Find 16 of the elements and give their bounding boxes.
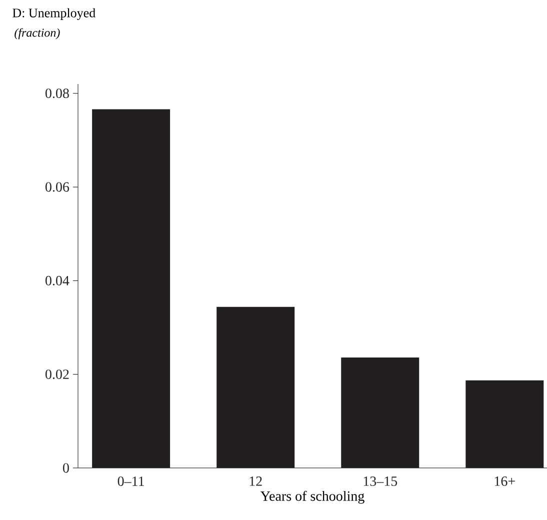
x-axis-title: Years of schooling — [260, 490, 364, 504]
bar — [92, 109, 170, 468]
chart-title: D: Unemployed — [12, 8, 96, 20]
bar — [341, 357, 420, 468]
x-tick-label: 13–15 — [364, 476, 398, 486]
x-tick-label: 0–11 — [118, 476, 144, 486]
y-tick-label: 0.02 — [46, 370, 69, 380]
y-tick-label: 0.04 — [46, 276, 70, 286]
y-tick-label: 0.08 — [46, 88, 69, 98]
y-tick-label: 0 — [63, 463, 69, 473]
bar — [466, 380, 544, 468]
chart-subtitle: (fraction) — [14, 28, 60, 40]
x-tick-label: 16+ — [494, 476, 515, 486]
y-tick-label: 0.06 — [46, 182, 70, 192]
x-tick-label: 12 — [250, 476, 262, 486]
bar — [216, 306, 295, 468]
